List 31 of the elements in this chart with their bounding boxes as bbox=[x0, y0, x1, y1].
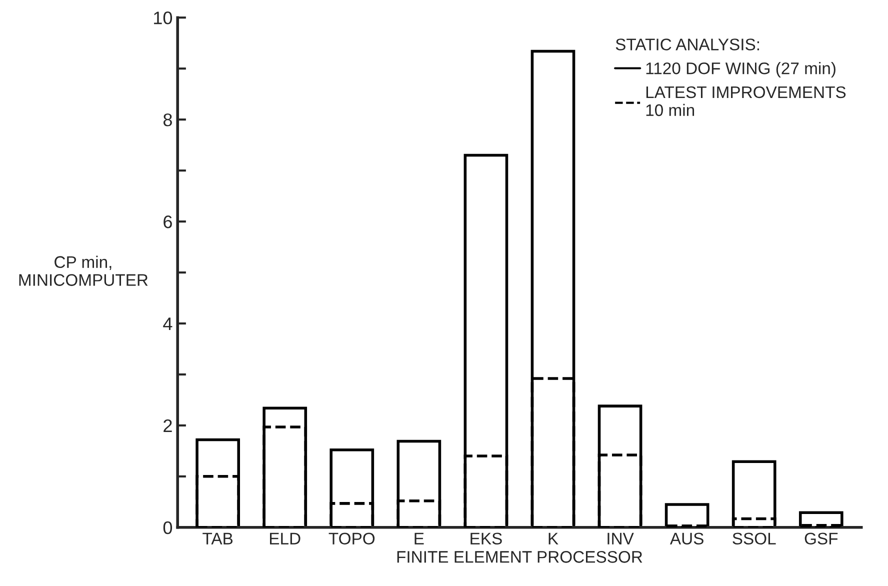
bar bbox=[530, 50, 576, 528]
x-tick-label: TOPO bbox=[328, 532, 375, 545]
x-tick-label: TAB bbox=[202, 532, 233, 544]
bar bbox=[732, 460, 776, 528]
bar bbox=[664, 503, 710, 528]
bar bbox=[396, 440, 442, 528]
y-axis-title: CP min, MINICOMPUTER bbox=[19, 256, 148, 286]
y-tick-label: 2 bbox=[164, 419, 172, 432]
x-tick-label: INV bbox=[608, 532, 634, 544]
x-tick-label: EKS bbox=[470, 532, 502, 545]
bar bbox=[598, 404, 642, 528]
y-tick-label: 0 bbox=[163, 521, 172, 534]
bar bbox=[330, 448, 374, 528]
y-tick-label: 6 bbox=[164, 215, 172, 228]
bar bbox=[798, 511, 844, 528]
x-tick-label: E bbox=[414, 532, 424, 544]
x-tick-label: GSF bbox=[804, 532, 838, 545]
x-axis-title: FINITE ELEMENT PROCESSOR bbox=[397, 551, 642, 563]
bar bbox=[262, 406, 308, 528]
x-tick-label: SSOL bbox=[732, 532, 776, 545]
y-tick-label: 8 bbox=[163, 113, 172, 126]
y-tick-label: 4 bbox=[163, 318, 172, 330]
y-tick-label: 10 bbox=[154, 12, 172, 24]
legend-label: 1120 DOF WING (27 min) bbox=[646, 62, 836, 78]
legend-title: STATIC ANALYSIS: bbox=[616, 38, 759, 50]
x-tick-label: AUS bbox=[670, 532, 704, 545]
x-tick-label: K bbox=[548, 532, 558, 544]
x-tick-label: ELD bbox=[270, 532, 300, 544]
legend-label: LATEST IMPROVEMENTS 10 min bbox=[646, 86, 846, 116]
bar bbox=[464, 154, 508, 528]
bar bbox=[196, 438, 240, 528]
